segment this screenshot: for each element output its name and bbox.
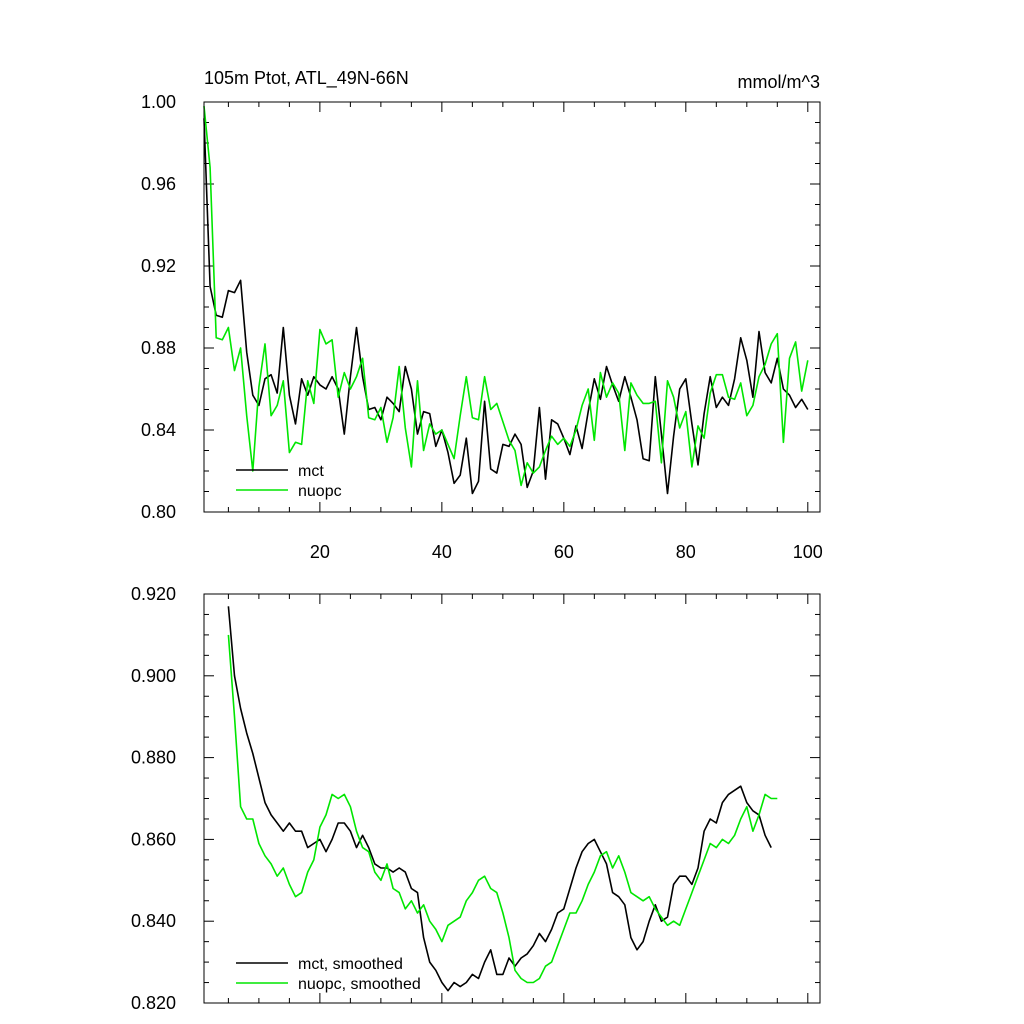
- x-tick-label: 100: [793, 542, 823, 562]
- series-line-nuopc: [203, 106, 809, 487]
- bottom-plot-frame: [203, 593, 821, 1004]
- bottom-legend: mct, smoothed nuopc, smoothed: [236, 956, 421, 993]
- y-tick-label: 0.96: [141, 174, 176, 194]
- y-tick-label: 1.00: [141, 92, 176, 112]
- x-tick-label: 80: [676, 542, 696, 562]
- y-tick-label: 0.840: [131, 911, 176, 931]
- top-panel-ticks: 0.80 0.84 0.88 0.92 0.96 1.00 20 40 60 80 100: [141, 92, 823, 562]
- y-tick-label: 0.920: [131, 584, 176, 604]
- panel-bottom: 0.820 0.840 0.860 0.880 0.900 0.920 mct, smoo…: [131, 584, 821, 1013]
- bottom-panel-series: [227, 606, 778, 992]
- x-tick-label: 20: [310, 542, 330, 562]
- x-tick-label: 40: [432, 542, 452, 562]
- series-line-mct: [203, 118, 809, 495]
- y-tick-label: 0.820: [131, 993, 176, 1013]
- legend-label: mct: [298, 463, 324, 480]
- top-panel-series: [203, 106, 809, 495]
- y-tick-label: 0.80: [141, 502, 176, 522]
- top-legend: mct nuopc: [236, 463, 342, 500]
- bottom-panel-ticks: 0.820 0.840 0.860 0.880 0.900 0.920: [131, 584, 820, 1013]
- legend-label: mct, smoothed: [298, 956, 403, 973]
- y-tick-label: 0.92: [141, 256, 176, 276]
- x-tick-label: 60: [554, 542, 574, 562]
- series-line-nuopc-smoothed: [227, 634, 778, 984]
- legend-label: nuopc: [298, 483, 342, 500]
- legend-label: nuopc, smoothed: [298, 976, 421, 993]
- y-tick-label: 0.880: [131, 748, 176, 768]
- units-label: mmol/m^3: [738, 72, 820, 92]
- series-line-mct-smoothed: [227, 606, 772, 992]
- top-plot-frame: [203, 101, 821, 513]
- chart-title: 105m Ptot, ATL_49N-66N: [204, 68, 409, 89]
- y-tick-label: 0.84: [141, 420, 176, 440]
- panel-top: 105m Ptot, ATL_49N-66N mmol/m^3 0.80 0.84…: [141, 68, 823, 562]
- y-tick-label: 0.860: [131, 829, 176, 849]
- y-tick-label: 0.88: [141, 338, 176, 358]
- y-tick-label: 0.900: [131, 666, 176, 686]
